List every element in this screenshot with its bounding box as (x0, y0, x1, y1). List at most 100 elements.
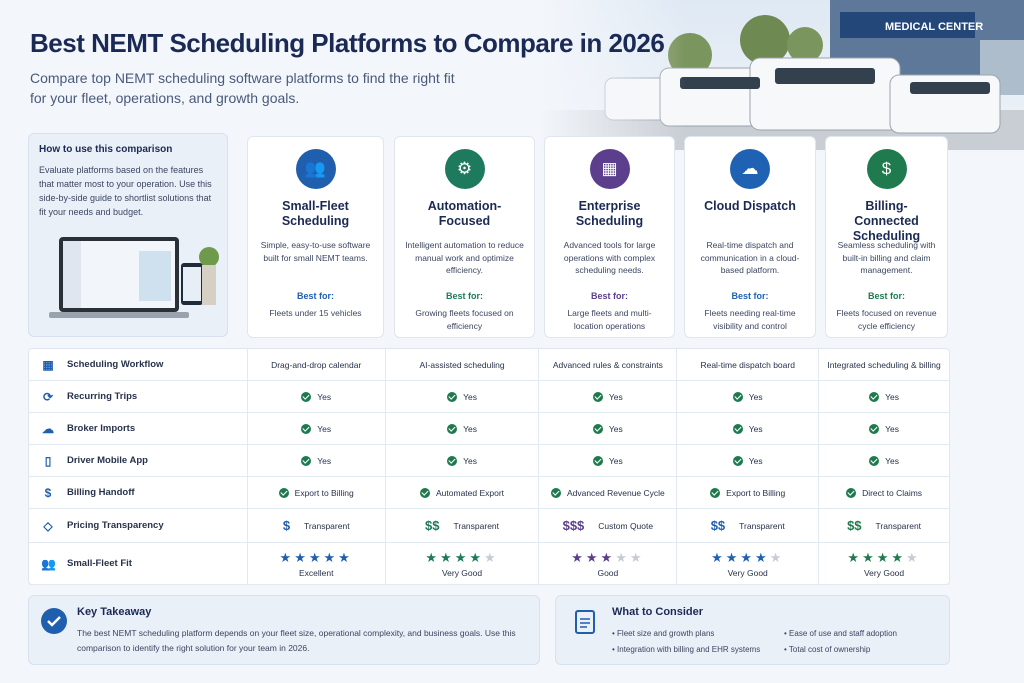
platform-name: Cloud Dispatch (704, 199, 796, 213)
star: ★ (484, 549, 499, 565)
cell-text: Transparent (875, 520, 922, 531)
table-cell: Yes (384, 413, 539, 444)
platform-icon: $ (866, 149, 907, 189)
platform-name: Automation-Focused (427, 199, 502, 228)
check-icon (41, 608, 67, 634)
star: ★ (906, 549, 921, 565)
platform-card: 👥 Small-Fleet Scheduling Simple, easy-to-u… (247, 136, 384, 338)
feature-label: Broker Imports (67, 423, 136, 434)
table-cell: Yes (818, 381, 949, 412)
feature-label: Recurring Trips (67, 391, 138, 402)
cell-text: Yes (885, 455, 899, 466)
check-icon (550, 487, 561, 498)
star: ★ (308, 549, 324, 565)
star: ★ (338, 549, 353, 565)
best-for-label: Best for: (445, 291, 483, 301)
feature-label: Pricing Transparency (67, 520, 164, 531)
cell-text: Export to Billing (726, 487, 786, 498)
star: ★ (615, 549, 630, 565)
table-cell: Automated Export (384, 477, 539, 508)
cell-text: Transparent (453, 520, 500, 531)
check-icon (301, 455, 312, 466)
platform-description: Real-time dispatch and communication in … (700, 240, 800, 275)
check-icon (732, 455, 743, 466)
table-cell: AI-assisted scheduling (384, 349, 539, 380)
star: ★ (469, 549, 484, 565)
cell-text: Yes (748, 455, 763, 466)
feature-label-cell: $ Billing Handoff (29, 486, 247, 500)
best-for: Fleets focused on revenue cycle efficien… (836, 308, 937, 331)
table-cell: ★★★★★ Good (538, 543, 676, 584)
table-cell: ★★★★★ Excellent (246, 543, 385, 584)
platform-name: Small-Fleet Scheduling (281, 199, 350, 228)
consider-item: Total cost of ownership (784, 642, 934, 658)
star: ★ (876, 549, 892, 565)
table-cell: Yes (384, 381, 539, 412)
best-for: Growing fleets focused on efficiency (415, 308, 514, 331)
feature-icon: 👥 (41, 556, 56, 571)
star-rating: ★★★★★ (711, 550, 784, 566)
check-icon (592, 391, 603, 402)
cell-text: Yes (885, 391, 899, 402)
star: ★ (847, 549, 863, 565)
best-for: Fleets needing real-time visibility and … (704, 308, 796, 331)
table-cell: Yes (538, 445, 676, 476)
price-symbol: $ (282, 518, 291, 533)
feature-icon: $ (44, 485, 52, 500)
table-cell: Export to Billing (676, 477, 818, 508)
table-cell: Yes (676, 381, 818, 412)
table-cell: Yes (538, 381, 676, 412)
table-cell: Yes (384, 445, 539, 476)
clipboard-icon (575, 610, 595, 634)
check-icon (447, 423, 458, 434)
platform-icon: ▦ (589, 149, 630, 189)
cell-text: Direct to Claims (862, 487, 923, 498)
table-cell: Yes (818, 413, 949, 444)
best-for-label: Best for: (590, 291, 628, 301)
star: ★ (769, 549, 785, 565)
check-icon (592, 423, 603, 434)
cell-text: Good (597, 567, 619, 578)
check-icon (278, 487, 289, 498)
check-icon (846, 487, 857, 498)
table-cell: Integrated scheduling & billing (818, 349, 949, 380)
feature-label: Driver Mobile App (67, 455, 148, 466)
platform-card: $ Billing-Connected Scheduling Seamless sc… (825, 136, 948, 338)
takeaway-title: Key Takeaway (77, 606, 152, 618)
cell-text: Yes (885, 423, 899, 434)
star: ★ (600, 549, 616, 565)
cell-text: Advanced Revenue Cycle (566, 487, 665, 498)
star: ★ (425, 549, 441, 565)
cell-text: Advanced rules & constraints (552, 359, 663, 370)
cell-text: Transparent (739, 520, 785, 531)
price-symbol: $$$ (562, 518, 585, 533)
best-for: Fleets under 15 vehicles (269, 308, 362, 318)
platform-card: ☁ Cloud Dispatch Real-time dispatch and co… (684, 136, 816, 338)
price-symbol: $$ (425, 518, 440, 533)
table-row: ☁ Broker Imports Yes Yes Yes Yes Yes (29, 413, 949, 445)
star: ★ (571, 549, 586, 565)
platform-icon: 👥 (295, 149, 336, 189)
platform-description: Advanced tools for large operations with… (563, 240, 656, 275)
hero-image: MEDICAL CENTER (540, 0, 1024, 150)
table-cell: Yes (676, 445, 818, 476)
feature-icon: ▦ (42, 357, 54, 372)
cell-text: Excellent (298, 567, 334, 578)
star: ★ (740, 549, 756, 565)
platform-card: ⚙ Automation-Focused Intelligent automatio… (394, 136, 535, 338)
check-icon (447, 391, 458, 402)
star-rating: ★★★★★ (425, 550, 498, 566)
platform-description: Seamless scheduling with built-in billin… (837, 240, 936, 275)
check-icon (592, 455, 603, 466)
best-for-label: Best for: (731, 291, 769, 301)
table-row: 👥 Small-Fleet Fit ★★★★★ Excellent ★★★★★ Very … (29, 543, 949, 585)
comparison-table: ▦ Scheduling Workflow Drag-and-drop calend… (28, 348, 950, 585)
consider: What to Consider Fleet size and growth p… (555, 595, 950, 665)
cell-text: Yes (608, 423, 623, 434)
star: ★ (891, 549, 907, 565)
best-for: Large fleets and multi-location operatio… (567, 308, 652, 331)
cell-text: Very Good (727, 567, 768, 578)
star: ★ (725, 549, 741, 565)
feature-label-cell: ⟳ Recurring Trips (29, 390, 247, 404)
cell-text: Export to Billing (294, 487, 354, 498)
